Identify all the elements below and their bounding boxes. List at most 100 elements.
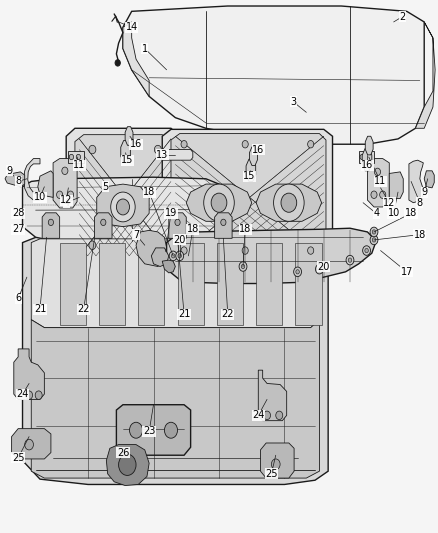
Circle shape — [307, 141, 314, 148]
Circle shape — [272, 459, 280, 470]
Circle shape — [242, 247, 248, 254]
Text: 13: 13 — [156, 150, 168, 160]
Circle shape — [35, 391, 42, 399]
Circle shape — [307, 247, 314, 254]
Circle shape — [380, 191, 386, 198]
Polygon shape — [125, 127, 133, 146]
Circle shape — [154, 241, 161, 249]
Circle shape — [372, 230, 376, 234]
Text: 22: 22 — [78, 304, 90, 314]
Text: 4: 4 — [63, 198, 69, 208]
Text: 9: 9 — [7, 166, 13, 176]
Polygon shape — [217, 243, 243, 325]
Text: 8: 8 — [15, 176, 21, 187]
Circle shape — [348, 258, 352, 262]
Polygon shape — [409, 160, 424, 203]
Circle shape — [67, 191, 74, 198]
Circle shape — [89, 146, 96, 154]
Text: 15: 15 — [244, 171, 256, 181]
Circle shape — [281, 193, 297, 212]
Polygon shape — [295, 243, 321, 325]
Text: 28: 28 — [12, 208, 25, 219]
Text: 11: 11 — [73, 160, 85, 171]
Circle shape — [239, 262, 247, 271]
Polygon shape — [14, 349, 44, 399]
Polygon shape — [99, 243, 125, 325]
Polygon shape — [138, 243, 164, 325]
Polygon shape — [42, 213, 60, 238]
Text: 16: 16 — [361, 160, 374, 171]
Text: 1: 1 — [142, 44, 148, 53]
Circle shape — [264, 411, 271, 419]
Circle shape — [276, 411, 283, 419]
Polygon shape — [177, 243, 204, 325]
Polygon shape — [121, 141, 131, 163]
Text: 7: 7 — [133, 230, 139, 240]
Circle shape — [370, 227, 378, 237]
Circle shape — [372, 238, 376, 242]
Text: 18: 18 — [143, 187, 155, 197]
Text: 20: 20 — [173, 235, 186, 245]
Polygon shape — [136, 230, 166, 266]
Circle shape — [360, 155, 364, 160]
Text: 6: 6 — [15, 293, 21, 303]
Circle shape — [363, 246, 371, 255]
Polygon shape — [12, 429, 51, 459]
Text: 5: 5 — [102, 182, 109, 192]
Text: 10: 10 — [388, 208, 400, 219]
Circle shape — [374, 168, 381, 175]
Text: 9: 9 — [421, 187, 427, 197]
Polygon shape — [367, 159, 389, 207]
Text: 18: 18 — [239, 224, 251, 235]
Polygon shape — [424, 171, 434, 188]
Circle shape — [176, 251, 184, 261]
Circle shape — [69, 155, 74, 160]
Polygon shape — [362, 149, 372, 171]
Circle shape — [181, 247, 187, 254]
Polygon shape — [246, 159, 256, 181]
Polygon shape — [106, 445, 149, 486]
Circle shape — [365, 248, 368, 253]
Text: 24: 24 — [252, 410, 265, 421]
Polygon shape — [75, 135, 171, 259]
Bar — [359, 151, 374, 163]
Polygon shape — [38, 171, 53, 197]
Polygon shape — [162, 130, 332, 264]
Circle shape — [25, 439, 33, 450]
Circle shape — [154, 146, 161, 154]
Polygon shape — [250, 147, 258, 165]
Circle shape — [62, 167, 68, 174]
Text: 12: 12 — [383, 198, 396, 208]
Polygon shape — [117, 405, 191, 455]
Circle shape — [211, 193, 227, 212]
Circle shape — [221, 219, 226, 225]
Text: 18: 18 — [405, 208, 417, 219]
Polygon shape — [186, 184, 252, 221]
Circle shape — [346, 255, 354, 265]
Circle shape — [318, 267, 321, 271]
Text: 23: 23 — [143, 426, 155, 437]
Circle shape — [178, 254, 181, 258]
Text: 17: 17 — [401, 267, 413, 277]
Text: 16: 16 — [252, 144, 265, 155]
Text: 27: 27 — [12, 224, 25, 235]
Circle shape — [370, 235, 378, 245]
Text: 25: 25 — [12, 453, 25, 463]
Circle shape — [89, 241, 96, 249]
Circle shape — [293, 267, 301, 277]
Text: 14: 14 — [126, 22, 138, 33]
Circle shape — [48, 219, 53, 225]
Polygon shape — [258, 370, 287, 421]
Text: 20: 20 — [318, 262, 330, 271]
Polygon shape — [31, 239, 319, 328]
Text: 12: 12 — [60, 195, 72, 205]
Polygon shape — [123, 22, 149, 96]
Polygon shape — [151, 248, 169, 266]
Polygon shape — [169, 213, 186, 238]
Polygon shape — [66, 128, 180, 264]
Polygon shape — [24, 159, 40, 200]
Circle shape — [274, 184, 304, 221]
Text: 4: 4 — [373, 208, 379, 219]
Text: 10: 10 — [34, 192, 46, 203]
Polygon shape — [171, 134, 326, 260]
